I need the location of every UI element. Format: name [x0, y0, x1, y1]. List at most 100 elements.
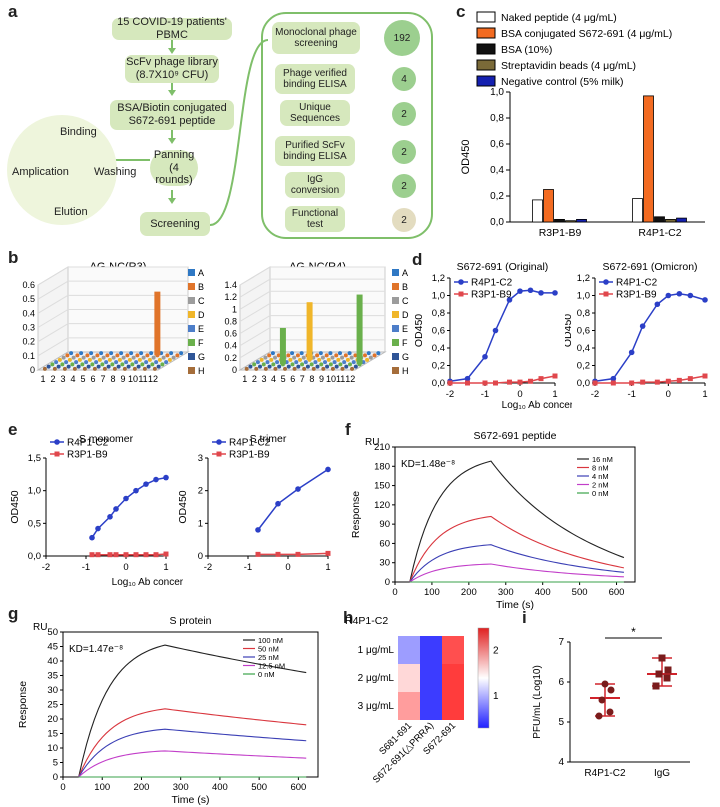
legend-label: D [198, 310, 205, 320]
chart-title: S672-691 (Original) [457, 261, 549, 273]
legend-swatch [476, 43, 496, 55]
floor-dot [150, 362, 155, 367]
floor-dot [87, 357, 92, 362]
bar-F12 [356, 294, 363, 365]
floor-dot [273, 366, 278, 371]
panel-f-chart: S672-691 peptide RU KD=1.48e⁻⁸ 0 30 60 90 120 15… [350, 430, 636, 610]
x-tick-label: 0 [666, 389, 671, 400]
z-tick-label: 0.8 [224, 316, 237, 326]
x-tick-label: 100 [424, 587, 440, 598]
gridline [37, 323, 69, 343]
x-tick-label: 6 [90, 374, 95, 384]
x-tick-label: 11 [138, 374, 147, 384]
floor-dot [302, 366, 307, 371]
x-tick-label: 7 [300, 374, 305, 384]
x-tick-label: 200 [461, 587, 477, 598]
y-tick-label: 35 [47, 671, 58, 682]
point-R3P1-B9 [687, 376, 693, 382]
floor-dot [146, 364, 151, 369]
floor-dot [169, 351, 174, 356]
y-tick-label: 0,4 [490, 165, 504, 176]
point-R3P1-B9 [95, 552, 101, 558]
x-tick-label: 0 [285, 562, 290, 573]
y-axis-label: OD450 [565, 314, 574, 347]
x-tick-label: 8 [309, 374, 314, 384]
legend-label: A [198, 268, 204, 278]
floor-dot [296, 364, 301, 369]
floor-dot [259, 357, 264, 362]
bar-R4P1-C2-3 [665, 218, 676, 223]
data-point [664, 666, 672, 674]
floor-dot [80, 362, 85, 367]
legend-swatch [476, 75, 496, 87]
y-tick-label: 1,0 [490, 87, 504, 98]
z-tick-label: 0.6 [22, 280, 35, 290]
floor-dot [303, 360, 308, 365]
floor-dot [102, 366, 107, 371]
floor-dot [324, 353, 329, 358]
point-R3P1-B9 [538, 376, 544, 382]
floor-dot [154, 360, 159, 365]
legend-swatch [392, 283, 399, 290]
point-R3P1-B9 [295, 551, 301, 557]
sensorgram-25 nM [78, 728, 307, 778]
floor-dot [317, 357, 322, 362]
x-tick-label: 4 [70, 374, 75, 384]
legend-label: A [402, 268, 408, 278]
floor-dot [92, 366, 97, 371]
floor-dot [52, 366, 57, 371]
floor-dot [95, 353, 100, 358]
legend-swatch [188, 297, 195, 304]
data-point [606, 708, 614, 716]
floor-dot [116, 364, 121, 369]
chart-title: S protein [169, 615, 211, 627]
floor-dot [50, 362, 55, 367]
floor-dot [115, 353, 120, 358]
point-R4P1-C2 [325, 466, 331, 473]
floor-dot [319, 362, 324, 367]
gridline [239, 302, 271, 322]
legend-label: 25 nM [258, 653, 279, 662]
floor-dot [267, 353, 272, 358]
floor-dot [96, 364, 101, 369]
floor-dot [332, 360, 337, 365]
z-tick-label: 1.4 [224, 280, 237, 290]
floor-dot [265, 360, 270, 365]
x-tick-label: 0 [60, 782, 65, 793]
y-tick-label: 40 [47, 656, 58, 667]
y-axis-label: PFU/mL (Log10) [532, 665, 543, 739]
floor-dot [121, 355, 126, 360]
bar-R3P1-B9-2 [554, 218, 565, 223]
chart-title: S trimer [250, 433, 287, 445]
floor-dot [258, 364, 262, 369]
chart-title: S monomer [79, 433, 134, 445]
legend-label: 8 nM [592, 464, 609, 473]
floor-dot [342, 360, 347, 365]
floor-dot [338, 351, 342, 356]
point-R3P1-B9 [123, 552, 129, 558]
bar-R4P1-C2-0 [632, 198, 643, 223]
floor-dot [132, 366, 137, 371]
kd-annotation: KD=1.48e⁻⁸ [401, 459, 455, 470]
heat-cell [420, 692, 442, 720]
series-line-R4P1-C2 [594, 292, 706, 382]
heat-cell [420, 664, 442, 692]
floor-dot [82, 366, 87, 371]
legend-label: E [402, 324, 408, 334]
floor-dot [129, 351, 134, 356]
floor-dot [321, 366, 326, 371]
sensorgram-16 nM [409, 460, 625, 583]
floor-dot [286, 353, 291, 358]
point-R4P1-C2 [517, 288, 523, 294]
legend-label: G [198, 352, 205, 362]
legend-swatch [392, 325, 399, 332]
y-tick-label: 15 [47, 729, 58, 740]
heat-cell [442, 664, 464, 692]
y-tick-label: 1,0 [28, 486, 41, 497]
floor-dot [54, 360, 59, 365]
y-axis-label: Response [350, 491, 362, 538]
floor-dot [313, 360, 318, 365]
legend-label: E [198, 324, 204, 334]
floor-dot [343, 353, 348, 358]
legend-label: 4 nM [592, 472, 609, 481]
